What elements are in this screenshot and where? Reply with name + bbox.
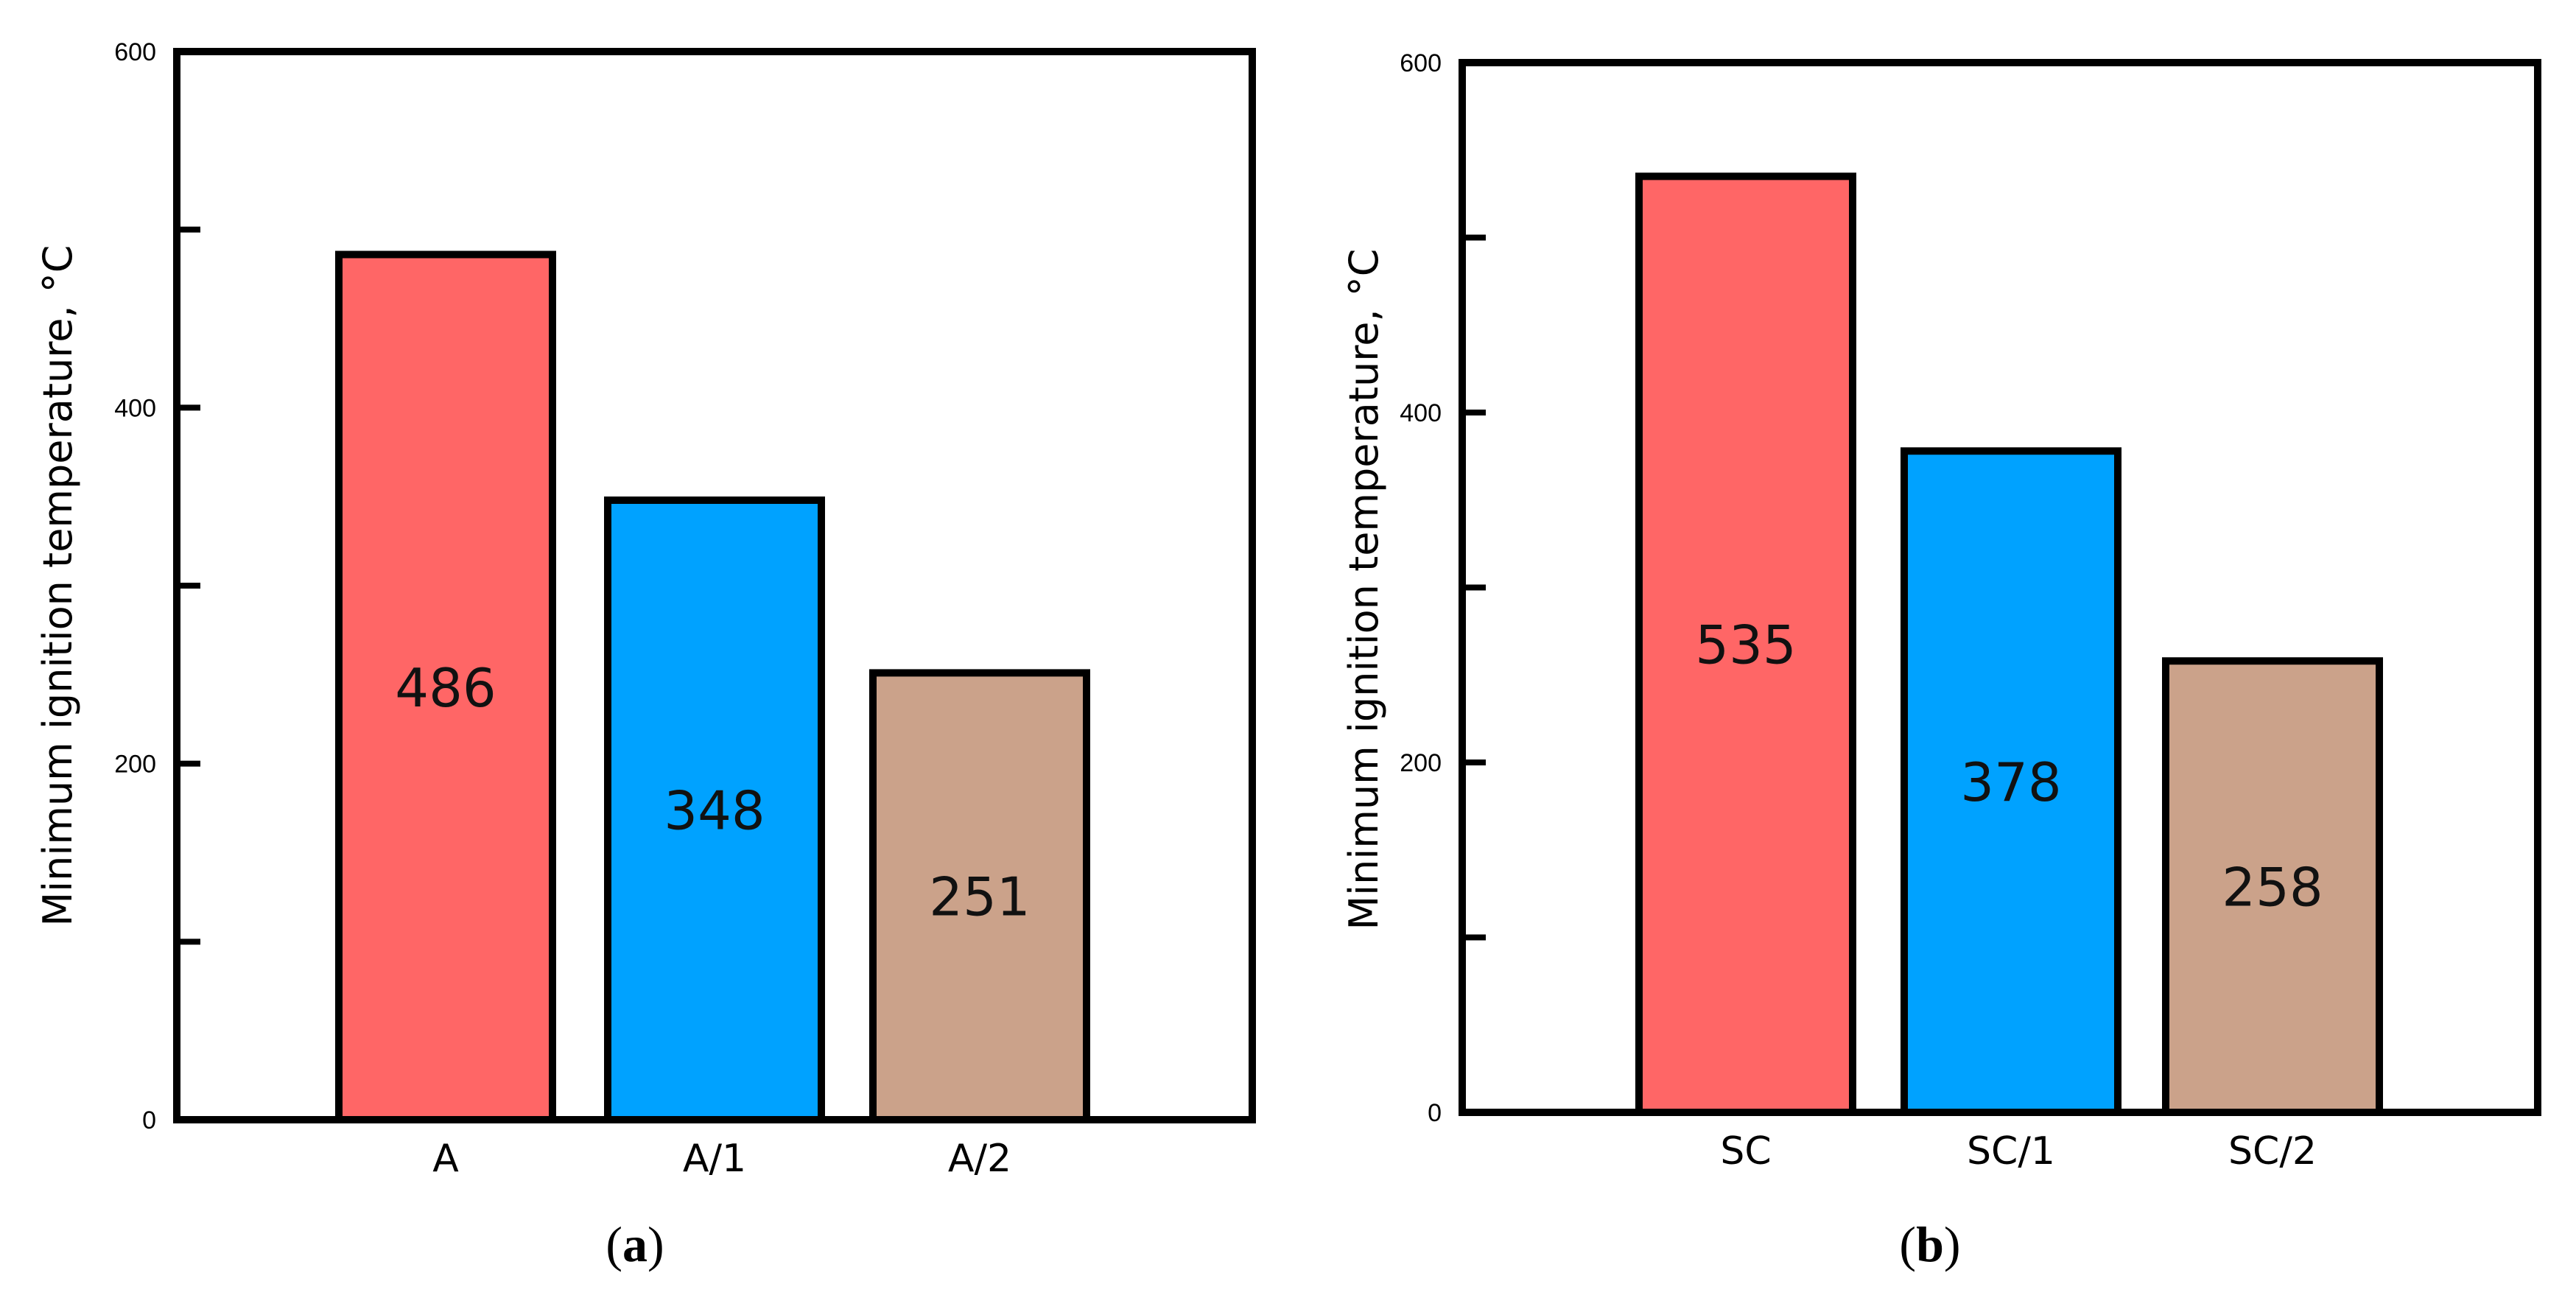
y-tick-label-b-200: 200 — [1400, 749, 1442, 777]
bar-a-1 — [604, 497, 825, 1123]
y-tick-label-b-600: 600 — [1400, 49, 1442, 77]
panel-label-b: (b) — [1899, 1216, 1960, 1272]
data-label-a-1: 348 — [664, 780, 765, 842]
x-tick-labels-b: SC SC/1 SC/2 — [1720, 1129, 2317, 1174]
x-tick-label-a-1: A/1 — [683, 1137, 746, 1181]
x-tick-labels-a: A A/1 A/2 — [432, 1137, 1011, 1181]
bar-a-2 — [869, 669, 1090, 1123]
y-tick-label-a-600: 600 — [114, 38, 156, 66]
chart-panel-a: 0 200 400 600 486 348 251 A A/1 A/2 Minimum ign… — [35, 38, 1256, 1272]
bars-a: 486 348 251 — [335, 250, 1090, 1123]
bar-sc-2 — [2162, 657, 2383, 1116]
y-tick-label-b-400: 400 — [1400, 399, 1442, 427]
bars-b: 535 378 258 — [1635, 172, 2383, 1116]
bar-sc — [1635, 172, 1856, 1116]
x-tick-label-sc-2: SC/2 — [2228, 1129, 2317, 1174]
y-tick-label-a-200: 200 — [114, 751, 156, 779]
y-tick-label-a-0: 0 — [142, 1106, 156, 1134]
data-label-sc-2: 258 — [2222, 857, 2323, 919]
x-tick-label-sc-1: SC/1 — [1967, 1129, 2055, 1174]
x-tick-label-sc: SC — [1720, 1129, 1771, 1174]
y-axis-label-a: Minimum ignition temperature, °C — [35, 245, 81, 927]
bar-sc-1 — [1901, 447, 2121, 1116]
data-label-sc-1: 378 — [1960, 751, 2061, 813]
y-ticks-a: 0 200 400 600 — [114, 38, 200, 1134]
data-label-sc: 535 — [1695, 614, 1796, 676]
bar-a — [335, 250, 556, 1123]
y-tick-label-a-400: 400 — [114, 394, 156, 422]
y-axis-label-b: Minimum ignition temperature, °C — [1341, 249, 1387, 930]
data-label-a: 486 — [395, 657, 496, 719]
chart-panel-b: 0 200 400 600 535 378 258 SC SC/1 SC/2 Minimum … — [1341, 49, 2541, 1272]
y-tick-label-b-0: 0 — [1428, 1099, 1442, 1127]
x-tick-label-a-2: A/2 — [948, 1137, 1011, 1181]
data-label-a-2: 251 — [929, 866, 1030, 928]
panel-label-a: (a) — [606, 1216, 664, 1272]
y-ticks-b: 0 200 400 600 — [1400, 49, 1486, 1127]
x-tick-label-a: A — [432, 1137, 459, 1181]
